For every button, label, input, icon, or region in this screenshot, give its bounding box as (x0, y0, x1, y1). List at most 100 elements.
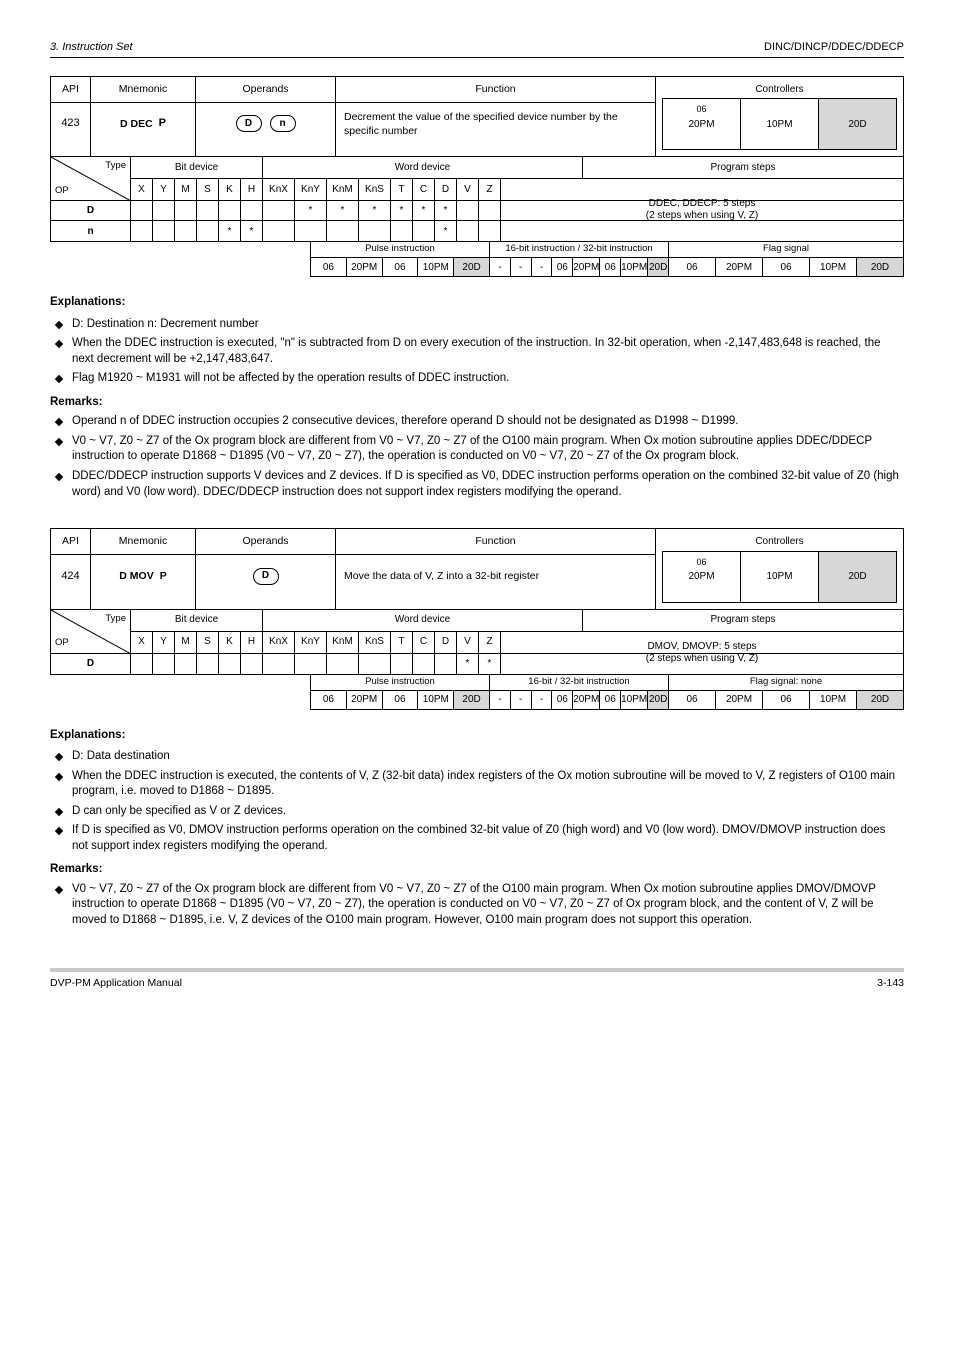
mark-cell (327, 654, 359, 674)
flag-head: Flag signal (669, 242, 903, 258)
function-text-2: Move the data of V, Z into a 32-bit regi… (336, 555, 655, 597)
strip-cell: - (490, 258, 511, 276)
mnemonic-p: P (159, 116, 166, 131)
unit-col-M: M (175, 179, 197, 200)
unit-col-Y: Y (153, 632, 175, 653)
mark-cell (479, 221, 501, 241)
ctrl-top-0b: 06 (696, 556, 706, 568)
strip-cell: - (511, 691, 532, 709)
mark-cell: * (457, 654, 479, 674)
mark-cell (359, 221, 391, 241)
summary-row: API 423 Mnemonic D DEC P Operands D n Fu… (50, 76, 904, 158)
strip-cell: 06 (669, 258, 716, 276)
op-label: OP (55, 185, 69, 198)
operands-body-2: D (196, 555, 335, 597)
strip-cell: 06 (600, 258, 621, 276)
remark-heading: Remarks: (50, 395, 904, 411)
instruction-block-2: API 424 Mnemonic D MOV P Operands D Func… (50, 528, 904, 928)
header-instruction: DINC/DINCP/DDEC/DDECP (764, 40, 904, 55)
controllers-head: Controllers (662, 83, 897, 97)
strip-cell: 20D (454, 691, 489, 709)
mark-cell (263, 221, 295, 241)
mnemonic-body-2: D MOV P (91, 555, 195, 597)
mark-cell (197, 201, 219, 220)
strip-cell: 20PM (347, 691, 383, 709)
mark-cell: * (413, 201, 435, 220)
strip-wrap: Pulse instruction 0620PM0610PM20D 16-bit… (50, 241, 904, 277)
mark-cell (435, 654, 457, 674)
mnemonic-main-2: D MOV (119, 569, 153, 583)
ctrl-main-0b: 20PM (688, 570, 714, 584)
mark-cell: * (295, 201, 327, 220)
unit-col-Z: Z (479, 632, 501, 653)
remark2-p0: V0 ~ V7, Z0 ~ Z7 of the Ox program block… (50, 882, 904, 929)
ctrl-main-1: 10PM (766, 118, 792, 132)
api-value: 423 (51, 103, 90, 145)
unit-col-H: H (241, 179, 263, 200)
operand-oval-n: n (270, 115, 296, 132)
mark-cell (327, 221, 359, 241)
page-footer: DVP-PM Application Manual 3-143 (50, 968, 904, 990)
explain-p0: D: Destination n: Decrement number (50, 317, 904, 333)
mark-cell (175, 201, 197, 220)
strip-cell: 20PM (573, 258, 600, 276)
strip-cell: 06 (552, 691, 573, 709)
explain-heading: Explanations: (50, 295, 904, 311)
api-head-2: API (51, 529, 90, 555)
strip-cell: 06 (311, 691, 347, 709)
mark-cell (241, 201, 263, 220)
unit-col-D: D (435, 179, 457, 200)
mark-cell (131, 654, 153, 674)
explain-p1: When the DDEC instruction is executed, "… (50, 336, 904, 367)
remark-p1: V0 ~ V7, Z0 ~ Z7 of the Ox program block… (50, 434, 904, 465)
mark-cell (153, 201, 175, 220)
remark-p0: Operand n of DDEC instruction occupies 2… (50, 414, 904, 430)
flag-head-2: Flag signal: none (669, 675, 903, 691)
unit-col-K: K (219, 179, 241, 200)
bit-head: Bit device (131, 157, 263, 178)
operands-head-2: Operands (196, 529, 335, 555)
mnemonic-head: Mnemonic (91, 77, 195, 103)
strip-cell: 20PM (716, 258, 763, 276)
strip-cell: 06 (311, 258, 347, 276)
explain2-p0: D: Data destination (50, 749, 904, 765)
strip-cell: 20D (857, 258, 903, 276)
unit-col-X: X (131, 179, 153, 200)
explanations-2: Explanations: D: Data destination When t… (50, 728, 904, 929)
unit-col-KnS: KnS (359, 179, 391, 200)
bit16-head-2: 16-bit / 32-bit instruction (490, 675, 668, 691)
word-head-2: Word device (263, 610, 583, 631)
mark-cell (219, 201, 241, 220)
strip-cell: 10PM (621, 258, 648, 276)
steps-cell: DDEC, DDECP: 5 steps(2 steps when using … (501, 179, 903, 241)
strip-cell: - (511, 258, 532, 276)
unit-col-KnX: KnX (263, 632, 295, 653)
unit-row: XYMSKHKnXKnYKnMKnSTCDVZDDEC, DDECP: 5 st… (131, 179, 903, 201)
function-text: Decrement the value of the specified dev… (336, 103, 655, 145)
mark-cell (479, 201, 501, 220)
unit-col-KnX: KnX (263, 179, 295, 200)
unit-col-X: X (131, 632, 153, 653)
page-header: 3. Instruction Set DINC/DINCP/DDEC/DDECP (50, 40, 904, 58)
unit-col-KnY: KnY (295, 632, 327, 653)
unit-col-S: S (197, 179, 219, 200)
mark-cell: * (241, 221, 263, 241)
strip-cell: 10PM (418, 691, 454, 709)
mark-cell (131, 221, 153, 241)
mark-cell: * (391, 201, 413, 220)
unit-col-S: S (197, 632, 219, 653)
strip-cell: 06 (763, 258, 810, 276)
strip-cell: 10PM (418, 258, 454, 276)
mark-cell (197, 654, 219, 674)
row-label-D: D (51, 201, 130, 221)
pulse-head: Pulse instruction (311, 242, 489, 258)
mark-cell (153, 221, 175, 241)
api-value-2: 424 (51, 555, 90, 597)
strip-cell: 06 (763, 691, 810, 709)
explain2-p2: D can only be specified as V or Z device… (50, 804, 904, 820)
unit-col-C: C (413, 632, 435, 653)
strip-cell: 20PM (573, 691, 600, 709)
pulse-head-2: Pulse instruction (311, 675, 489, 691)
mark-cell: * (435, 221, 457, 241)
ctrl-top-0: 06 (696, 103, 706, 115)
